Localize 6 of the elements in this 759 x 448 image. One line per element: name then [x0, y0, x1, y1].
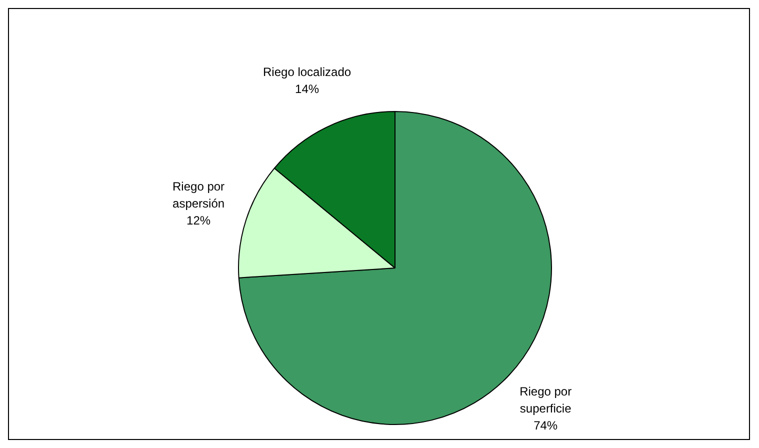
data-label: 14%	[295, 82, 320, 96]
data-label: 74%	[534, 418, 558, 433]
slice-label: Riego por superficie	[520, 384, 572, 416]
slice-label: Riego por aspersión	[172, 179, 225, 210]
slice-label: Riego localizado	[263, 64, 352, 79]
data-label: 12%	[186, 213, 211, 228]
